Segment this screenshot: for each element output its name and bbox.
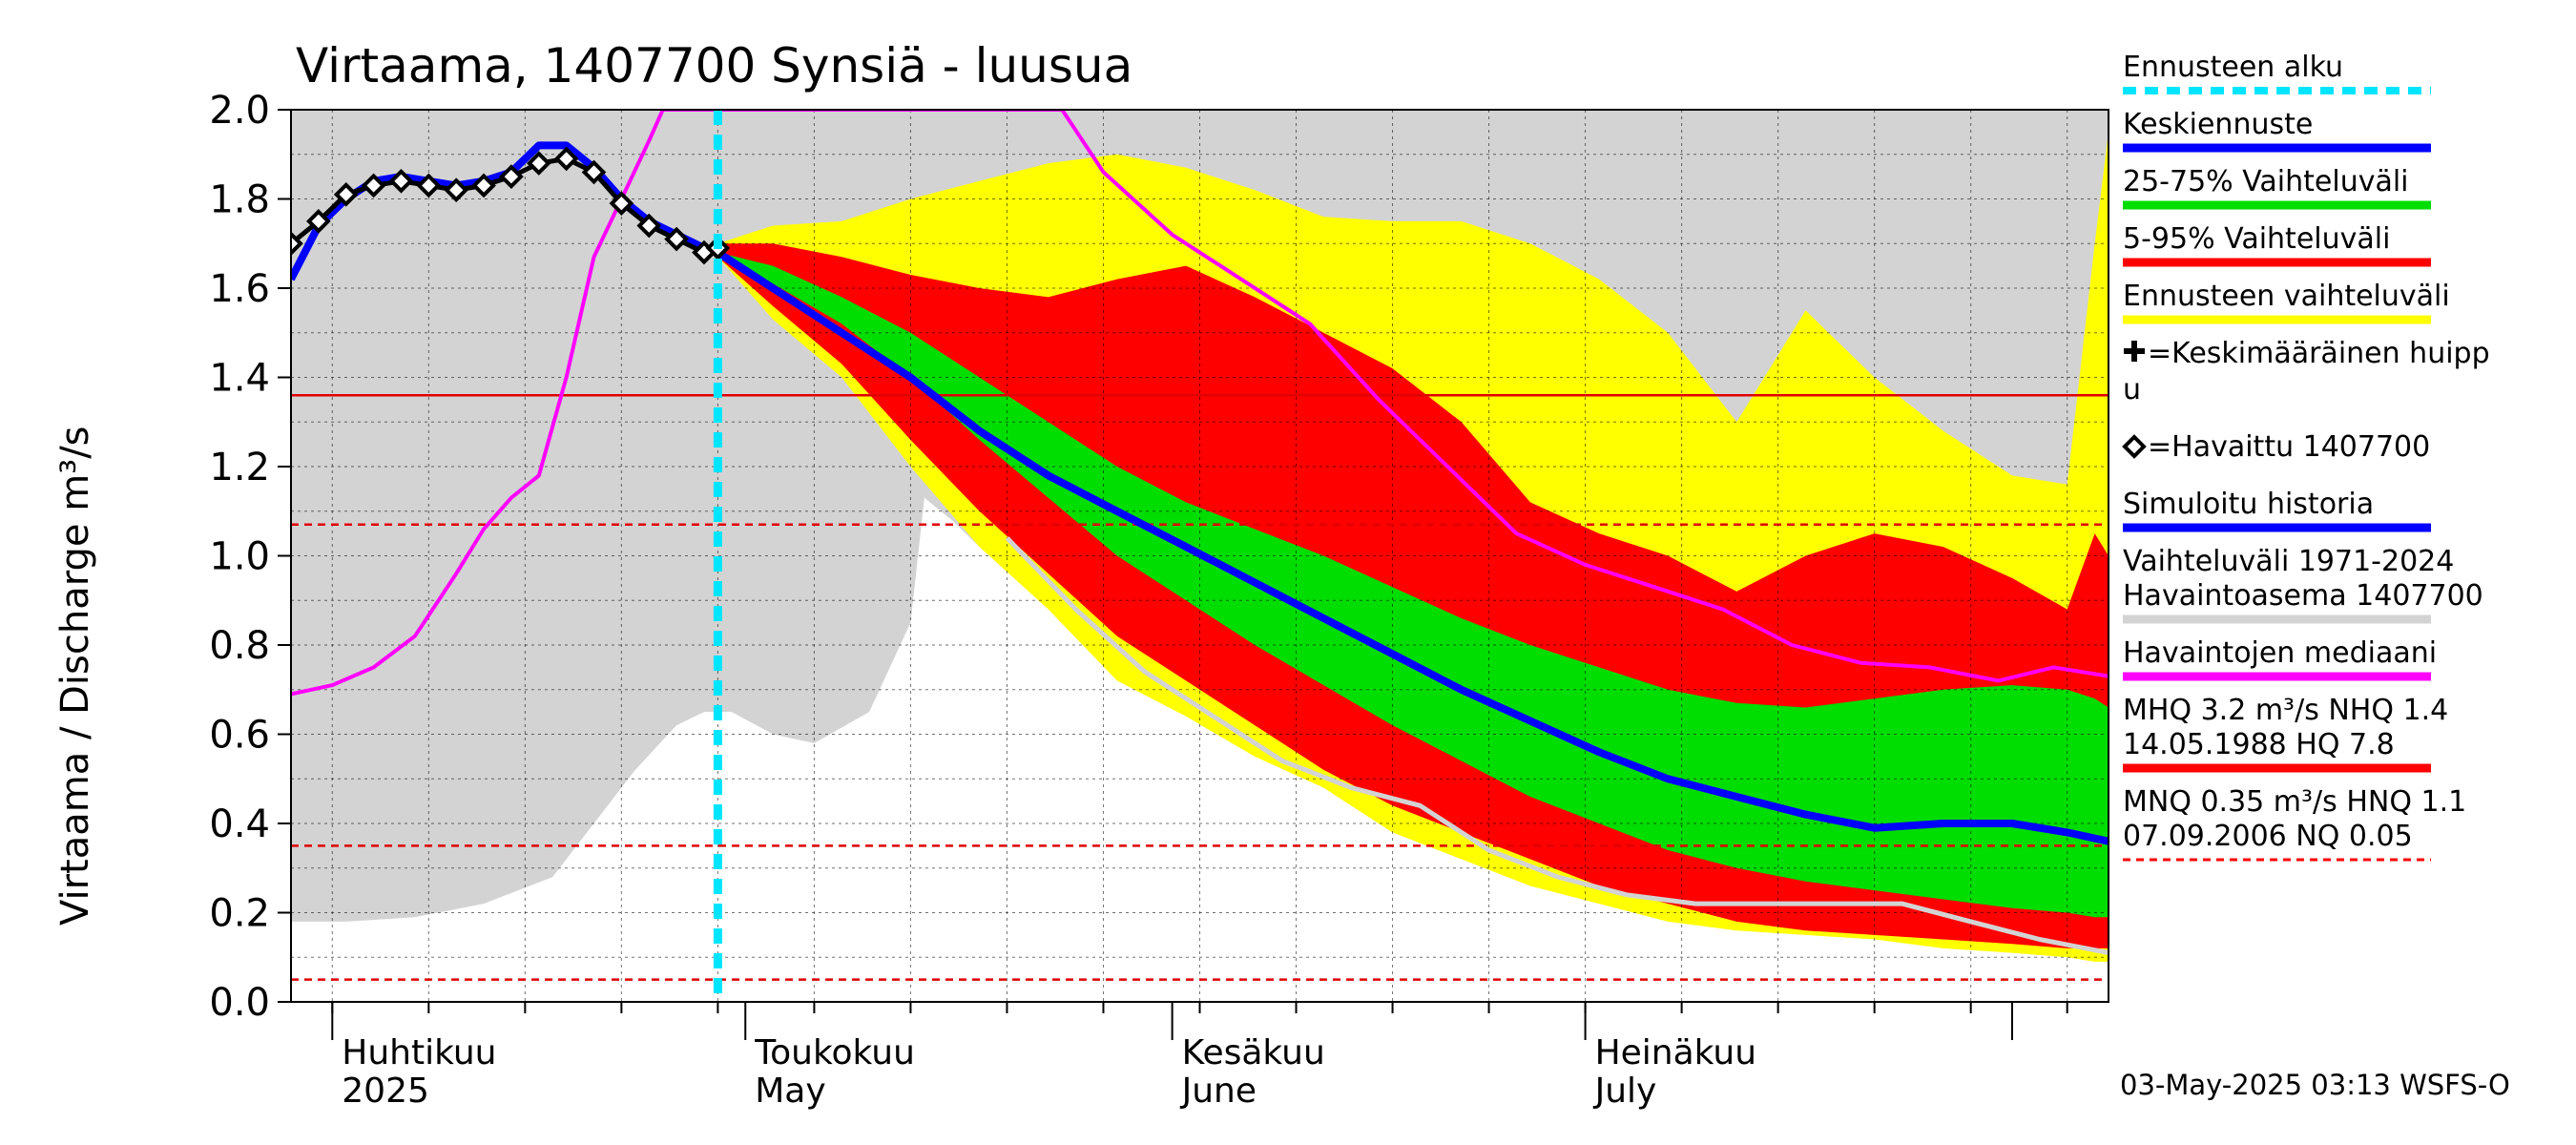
legend-label: Havaintojen mediaani bbox=[2123, 636, 2437, 670]
observed-point bbox=[609, 191, 634, 217]
x-month-label: Toukokuu bbox=[754, 1033, 915, 1072]
y-tick-label: 2.0 bbox=[209, 89, 270, 133]
y-tick-label: 0.6 bbox=[209, 714, 270, 758]
observed-point bbox=[388, 168, 414, 194]
x-month-sublabel: July bbox=[1593, 1072, 1657, 1111]
observed-point bbox=[581, 159, 607, 185]
observed-point bbox=[444, 177, 469, 202]
x-month-sublabel: June bbox=[1180, 1072, 1257, 1111]
legend: Ennusteen alku Keskiennuste 25-75% Vaihtel… bbox=[2122, 51, 2490, 862]
plot-area: 0.0 0.2 0.4 0.6 0.8 1.0 1.2 1.4 1.6 1.8 2.0 Huhtiku… bbox=[209, 89, 2109, 1111]
observed-point bbox=[553, 146, 579, 172]
legend-item: Ennusteen alku bbox=[2123, 51, 2431, 94]
band-25-75 bbox=[717, 252, 2109, 918]
legend-label: MHQ 3.2 m³/s NHQ 1.4 bbox=[2123, 694, 2448, 727]
series-line bbox=[716, 249, 2109, 845]
legend-label: Ennusteen alku bbox=[2123, 51, 2343, 84]
x-month-label: Huhtikuu bbox=[342, 1033, 496, 1072]
y-axis-label: Virtaama / Discharge m³/s bbox=[53, 426, 97, 926]
observed-point bbox=[361, 173, 386, 198]
y-tick-label: 1.4 bbox=[209, 357, 270, 401]
y-tick-label: 1.2 bbox=[209, 446, 270, 489]
footer-timestamp: 03-May-2025 03:13 WSFS-O bbox=[2120, 1069, 2510, 1101]
legend-label: =Keskimääräinen huipp bbox=[2148, 337, 2490, 370]
legend-item: 25-75% Vaihteluväli bbox=[2123, 165, 2431, 210]
legend-label: Simuloitu historia bbox=[2123, 488, 2374, 521]
legend-label-continued: 14.05.1988 HQ 7.8 bbox=[2123, 728, 2395, 761]
observed-point bbox=[306, 209, 331, 234]
legend-item: MNQ 0.35 m³/s HNQ 1.107.09.2006 NQ 0.05 bbox=[2123, 785, 2466, 862]
x-month-label: Heinäkuu bbox=[1595, 1033, 1756, 1072]
legend-item: Simuloitu historia bbox=[2123, 488, 2431, 532]
plus-icon bbox=[2124, 341, 2145, 362]
legend-item: 5-95% Vaihteluväli bbox=[2123, 222, 2431, 267]
x-month-sublabel: 2025 bbox=[342, 1072, 429, 1111]
observed-point bbox=[333, 181, 359, 207]
legend-label: 5-95% Vaihteluväli bbox=[2123, 222, 2390, 256]
y-tick-label: 0.8 bbox=[209, 624, 270, 668]
legend-label-continued: u bbox=[2123, 373, 2141, 406]
observed-point bbox=[471, 173, 496, 198]
legend-label: Ennusteen vaihteluväli bbox=[2123, 280, 2450, 313]
legend-label-continued: 07.09.2006 NQ 0.05 bbox=[2123, 820, 2413, 853]
x-month-label: Kesäkuu bbox=[1182, 1033, 1325, 1072]
y-tick-label: 0.4 bbox=[209, 802, 270, 846]
observed-point bbox=[636, 213, 662, 239]
legend-label: 25-75% Vaihteluväli bbox=[2123, 165, 2409, 198]
observed-point bbox=[499, 164, 524, 189]
y-tick-label: 1.0 bbox=[209, 535, 270, 579]
x-month-sublabel: May bbox=[755, 1072, 825, 1111]
observed-point bbox=[526, 151, 551, 176]
legend-item: =Havaittu 1407700 bbox=[2122, 430, 2430, 464]
legend-label: =Havaittu 1407700 bbox=[2148, 430, 2430, 464]
observed-point bbox=[291, 231, 303, 257]
legend-item: Ennusteen vaihteluväli bbox=[2123, 280, 2450, 324]
legend-item: Havaintojen mediaani bbox=[2123, 636, 2437, 681]
legend-label-continued: Havaintoasema 1407700 bbox=[2123, 579, 2483, 613]
legend-label: MNQ 0.35 m³/s HNQ 1.1 bbox=[2123, 785, 2466, 819]
y-tick-label: 1.8 bbox=[209, 178, 270, 222]
y-tick-label: 0.0 bbox=[209, 981, 270, 1025]
chart-title: Virtaama, 1407700 Synsiä - luusua bbox=[296, 38, 1132, 94]
series-line bbox=[1005, 536, 2109, 956]
legend-label: Keskiennuste bbox=[2123, 108, 2313, 141]
y-tick-label: 1.6 bbox=[209, 267, 270, 311]
legend-item: Vaihteluväli 1971-2024 Havaintoasema 140… bbox=[2123, 545, 2483, 624]
observed-point bbox=[416, 173, 442, 198]
diamond-icon bbox=[2122, 434, 2147, 459]
legend-item: Keskiennuste bbox=[2123, 108, 2431, 153]
y-tick-label: 0.2 bbox=[209, 892, 270, 936]
observed-point bbox=[664, 226, 689, 252]
series-line bbox=[291, 110, 2109, 697]
legend-label: Vaihteluväli 1971-2024 bbox=[2123, 545, 2454, 578]
legend-item: MHQ 3.2 m³/s NHQ 1.414.05.1988 HQ 7.8 bbox=[2123, 694, 2448, 773]
plot-content bbox=[291, 110, 2109, 1002]
